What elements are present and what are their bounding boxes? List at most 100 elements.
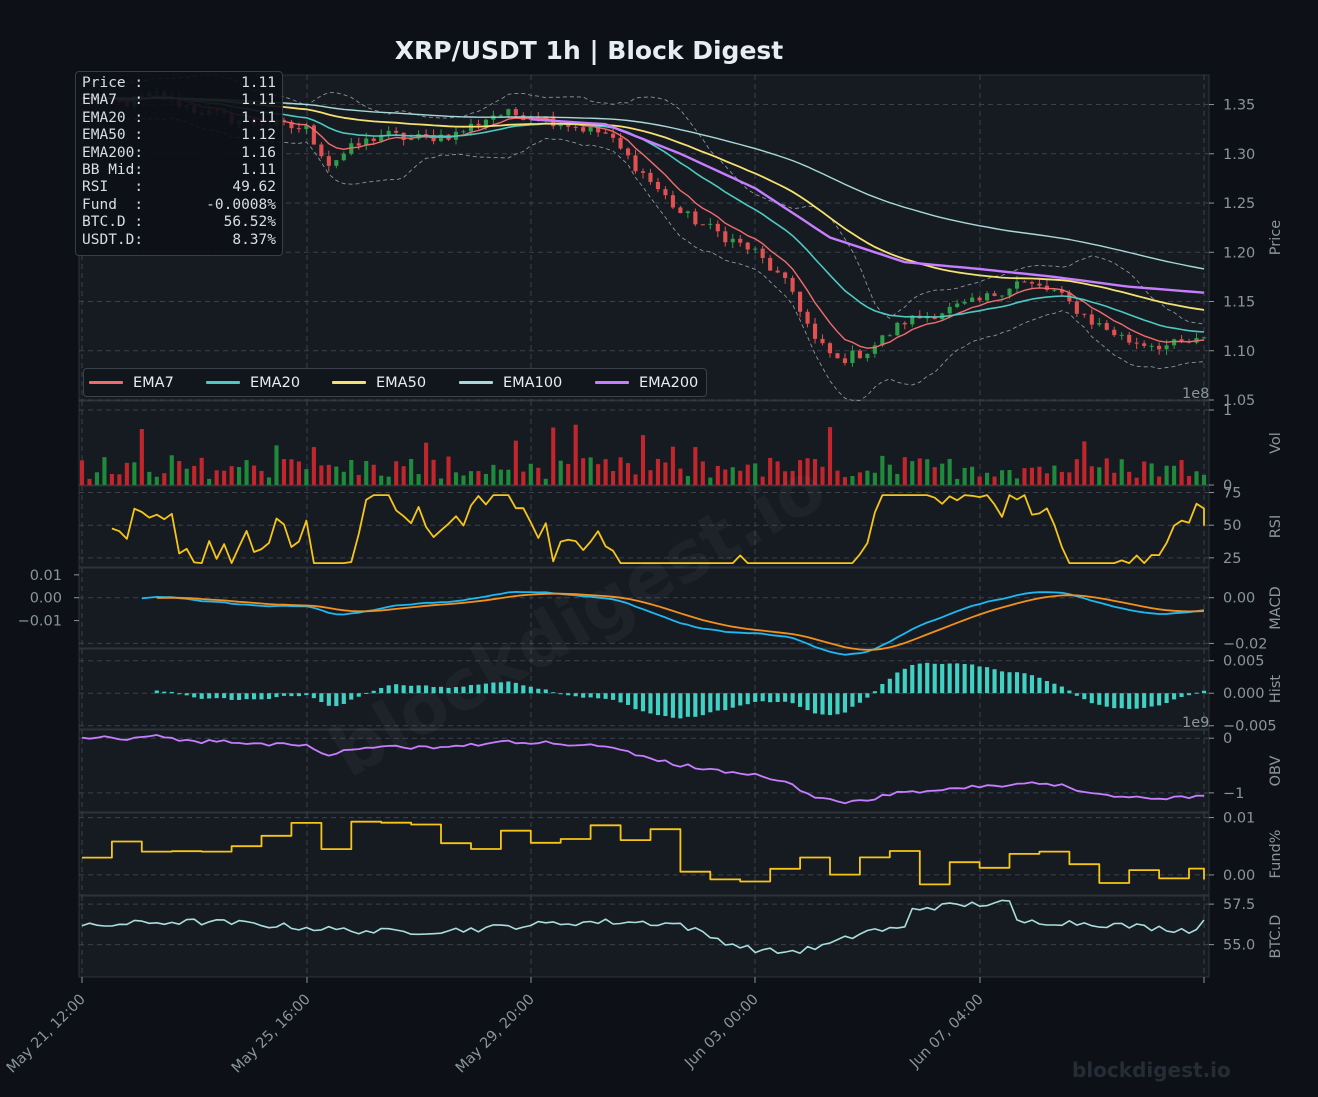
- histogram-bar: [281, 693, 287, 696]
- panel-obv: [78, 729, 1210, 813]
- histogram-bar: [999, 671, 1005, 694]
- volume-bar: [902, 457, 907, 485]
- histogram-bar: [424, 685, 429, 694]
- candle-body: [865, 353, 870, 359]
- histogram-bar: [1067, 690, 1072, 694]
- candle-body: [1037, 283, 1042, 286]
- candle-body: [394, 130, 399, 133]
- y-axis-label: Vol: [1268, 432, 1284, 454]
- volume-bar: [453, 472, 459, 485]
- candle-body: [812, 323, 818, 339]
- volume-bar: [251, 465, 257, 485]
- y-tick-label: 1: [1223, 403, 1232, 419]
- legend-label: EMA7: [133, 374, 174, 391]
- volume-bar: [424, 442, 429, 485]
- legend-swatch: [89, 381, 123, 384]
- volume-bar: [551, 427, 556, 485]
- info-key: EMA7 :: [82, 92, 144, 109]
- histogram-bar: [1037, 677, 1042, 694]
- info-row: BB Mid: 1.11: [82, 162, 276, 180]
- candle-body: [902, 322, 907, 325]
- histogram-bar: [326, 693, 331, 706]
- y-tick-label: 50: [1223, 518, 1241, 534]
- volume-bar: [401, 466, 406, 485]
- histogram-bar: [379, 687, 384, 694]
- candle-body: [678, 207, 683, 214]
- info-value: 1.11: [241, 109, 276, 126]
- legend-item: EMA7: [89, 369, 174, 396]
- histogram-bar: [528, 686, 533, 694]
- y-tick-label: 1.20: [1223, 245, 1255, 261]
- candle-body: [723, 231, 728, 243]
- volume-bar: [431, 459, 436, 485]
- candle-body: [618, 137, 623, 149]
- volume-bar: [940, 463, 945, 485]
- candle-body: [1007, 288, 1012, 296]
- volume-bar: [955, 478, 960, 485]
- histogram-bar: [543, 689, 548, 694]
- volume-bar: [266, 477, 272, 485]
- histogram-bar: [551, 692, 556, 694]
- volume-bar: [962, 467, 967, 485]
- histogram-bar: [640, 693, 646, 712]
- histogram-bar: [1089, 693, 1094, 704]
- candle-body: [880, 335, 885, 346]
- volume-bar: [79, 460, 85, 485]
- histogram-bar: [985, 667, 990, 694]
- volume-bar: [947, 458, 952, 485]
- volume-bar: [139, 428, 144, 485]
- signal-line: [156, 592, 1205, 651]
- volume-bar: [1044, 473, 1049, 485]
- legend-swatch: [332, 381, 366, 384]
- histogram-bar: [581, 693, 586, 698]
- candle-body: [655, 181, 661, 190]
- info-value: 1.16: [241, 144, 276, 161]
- candle-body: [850, 350, 855, 364]
- candle-body: [311, 125, 316, 145]
- histogram-bar: [461, 686, 466, 694]
- y-tick-label: 1.05: [1223, 393, 1255, 409]
- volume-bar: [1201, 474, 1207, 485]
- volume-bar: [521, 471, 526, 485]
- candle-body: [409, 138, 414, 141]
- histogram-bar: [177, 693, 182, 695]
- candle-body: [842, 358, 848, 364]
- volume-bar: [633, 474, 638, 485]
- candle-body: [573, 126, 578, 128]
- histogram-bar: [1119, 693, 1124, 709]
- volume-bar: [1097, 467, 1102, 485]
- candle-body: [648, 172, 653, 182]
- volume-bar: [184, 468, 189, 485]
- legend-label: EMA100: [503, 374, 563, 391]
- volume-bar: [910, 461, 915, 485]
- candle-body: [513, 109, 518, 116]
- histogram-bar: [222, 693, 227, 699]
- histogram-bar: [835, 693, 840, 715]
- histogram-bar: [790, 693, 795, 704]
- histogram-bar: [805, 693, 810, 711]
- legend-item: EMA200: [595, 369, 698, 396]
- candle-body: [401, 132, 406, 141]
- histogram-bar: [162, 691, 167, 694]
- volume-bar: [745, 464, 750, 485]
- histogram-bar: [446, 687, 451, 694]
- candle-body: [700, 224, 705, 226]
- histogram-bar: [857, 693, 862, 703]
- y-tick-label-left: 0.00: [30, 591, 62, 607]
- candle-body: [468, 123, 474, 132]
- x-tick-label: May 25, 16:00: [229, 992, 314, 1077]
- histogram-bar: [251, 693, 257, 700]
- candle-body: [753, 248, 758, 250]
- volume-bar: [229, 466, 234, 485]
- volume-bar: [311, 447, 316, 485]
- candle-body: [857, 350, 862, 359]
- info-key: EMA50 :: [82, 127, 144, 144]
- volume-bar: [1186, 475, 1192, 485]
- candle-body: [1112, 329, 1117, 336]
- candle-body: [977, 297, 982, 301]
- volume-bar: [798, 460, 803, 485]
- candle-body: [805, 311, 810, 324]
- histogram-bar: [1059, 686, 1064, 694]
- volume-bar: [640, 435, 646, 485]
